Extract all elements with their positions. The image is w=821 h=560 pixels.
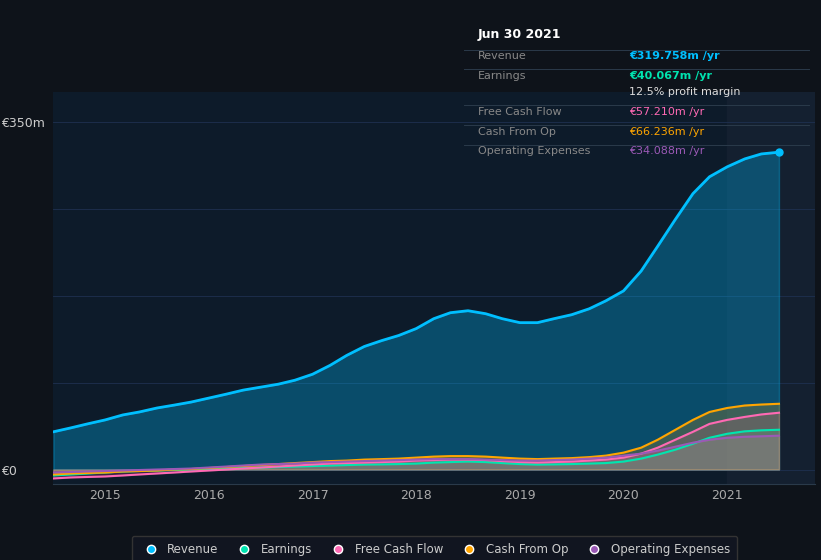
- Text: 12.5% profit margin: 12.5% profit margin: [630, 87, 741, 97]
- Text: Free Cash Flow: Free Cash Flow: [478, 107, 562, 117]
- Text: Operating Expenses: Operating Expenses: [478, 146, 590, 156]
- Text: €57.210m /yr: €57.210m /yr: [630, 107, 704, 117]
- Text: Cash From Op: Cash From Op: [478, 127, 556, 137]
- Text: Revenue: Revenue: [478, 51, 526, 61]
- Text: Jun 30 2021: Jun 30 2021: [478, 29, 562, 41]
- Text: €34.088m /yr: €34.088m /yr: [630, 146, 704, 156]
- Text: €66.236m /yr: €66.236m /yr: [630, 127, 704, 137]
- Text: €319.758m /yr: €319.758m /yr: [630, 51, 720, 61]
- Text: Earnings: Earnings: [478, 71, 526, 81]
- Legend: Revenue, Earnings, Free Cash Flow, Cash From Op, Operating Expenses: Revenue, Earnings, Free Cash Flow, Cash …: [131, 535, 737, 560]
- Bar: [727, 92, 815, 484]
- Text: €40.067m /yr: €40.067m /yr: [630, 71, 713, 81]
